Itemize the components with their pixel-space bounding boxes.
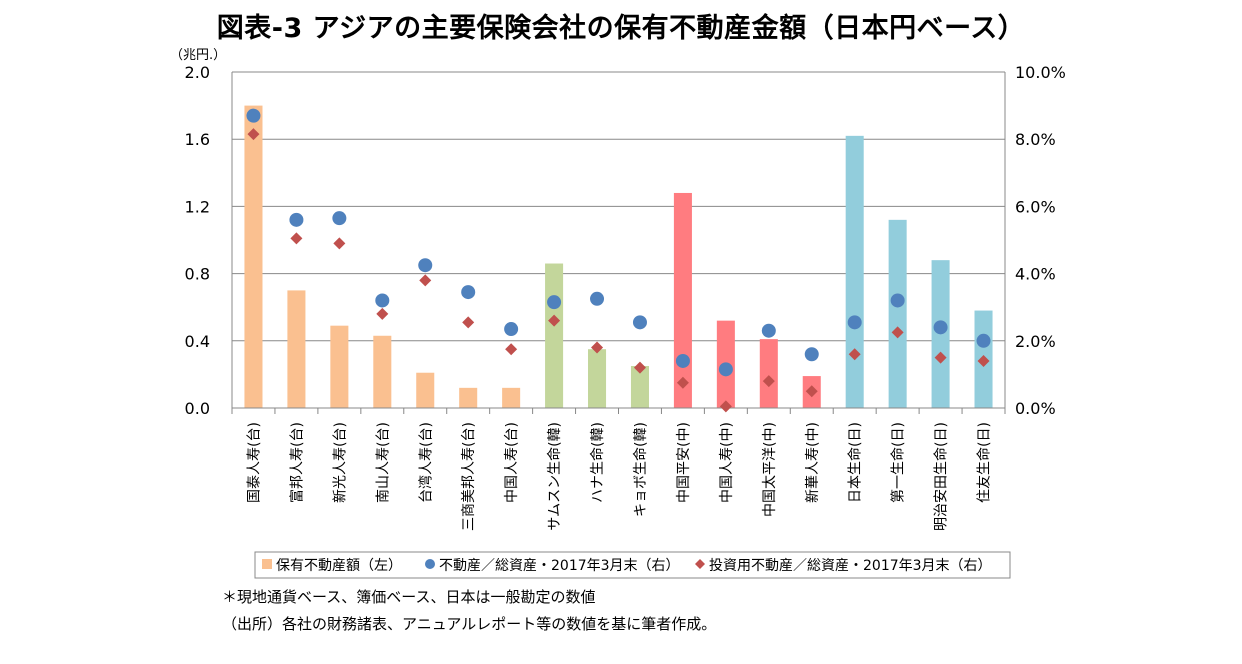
legend-diamond-swatch	[695, 559, 705, 569]
chart-title: 図表-3 アジアの主要保険会社の保有不動産金額（日本円ベース）	[216, 13, 1026, 44]
x-category-label: 住友生命(日)	[976, 422, 993, 503]
x-category-label: 富邦人寿(台)	[288, 422, 305, 503]
legend-circle-swatch	[425, 559, 435, 569]
circle-point	[504, 322, 519, 337]
legend-bar-swatch	[262, 559, 272, 569]
bar	[888, 219, 907, 408]
legend-label: 不動産／総資産・2017年3月末（右）	[439, 558, 680, 574]
bar	[630, 366, 649, 408]
y-right-tick-label: 10.0%	[1015, 63, 1066, 82]
diamond-point	[633, 361, 646, 374]
bar	[502, 387, 521, 408]
circle-point	[332, 211, 347, 226]
diamond-point	[548, 314, 561, 327]
circle-point	[418, 258, 433, 273]
x-category-label: 新華人寿(中)	[804, 422, 821, 503]
x-category-label: 中国人寿(中)	[718, 422, 735, 503]
bar	[373, 335, 392, 408]
circle-point	[547, 295, 562, 310]
circle-point	[761, 323, 776, 338]
circle-point	[590, 291, 605, 306]
diamond-point	[719, 400, 732, 413]
y-right-tick-label: 4.0%	[1015, 265, 1056, 284]
circle-point	[933, 320, 948, 335]
x-category-label: 南山人寿(台)	[374, 422, 391, 503]
y-left-tick-label: 0.0	[185, 399, 210, 418]
bar	[459, 387, 478, 408]
y-left-tick-label: 0.4	[185, 332, 210, 351]
diamond-point	[591, 341, 604, 354]
chart-svg: 0.0 0.4 0.8 1.2 1.6 2.0 0.0% 2.0% 4.0% 6.0% 8.0% 10…	[170, 48, 1066, 579]
x-category-label: サムスン生命(韓)	[546, 422, 563, 531]
bar	[588, 349, 607, 408]
circle-point	[804, 347, 819, 362]
x-category-label: 台湾人寿(台)	[417, 422, 434, 503]
circle-point	[289, 212, 304, 227]
circle-point	[976, 333, 991, 348]
legend-box	[254, 551, 1011, 579]
diamond-point	[848, 348, 861, 361]
y-left-tick-label: 1.6	[185, 130, 210, 149]
diamond-point	[891, 326, 904, 339]
y-right-tick-label: 0.0%	[1015, 399, 1056, 418]
diamond-point	[934, 351, 947, 364]
x-category-label: 日本生命(日)	[847, 422, 864, 503]
circle-point	[718, 362, 733, 377]
bar	[416, 372, 435, 408]
diamond-point	[290, 232, 303, 245]
x-category-label: 中国平安(中)	[676, 422, 692, 503]
diamond-point	[462, 316, 475, 329]
bar	[244, 105, 263, 408]
y-left-tick-label: 2.0	[185, 63, 210, 82]
diamond-point	[419, 274, 432, 287]
x-category-label: キョボ生命(韓)	[632, 422, 649, 517]
bar	[330, 325, 349, 408]
diamond-point	[762, 375, 775, 388]
y-left-tick-label: 1.2	[185, 197, 210, 216]
x-category-label: ハナ生命(韓)	[589, 422, 606, 503]
x-category-label: 国泰人寿(台)	[245, 422, 262, 503]
legend-label: 投資用不動産／総資産・2017年3月末（右）	[709, 558, 992, 574]
x-category-label: 明治安田生命(日)	[933, 422, 950, 531]
diamond-point	[805, 385, 818, 398]
diamond-point	[676, 376, 689, 389]
circle-point	[675, 353, 690, 368]
diamond-point	[333, 237, 346, 250]
x-category-label: 第一生命(日)	[890, 422, 907, 503]
x-category-label: 三商美邦人寿(台)	[460, 422, 477, 531]
bar	[845, 135, 864, 408]
y-right-tick-label: 6.0%	[1015, 197, 1056, 216]
legend-label: 保有不動産額（左）	[276, 558, 402, 574]
circle-point	[847, 315, 862, 330]
footnote: ＊現地通貨ベース、簿価ベース、日本は一般勘定の数値	[222, 588, 596, 606]
diamond-point	[977, 354, 990, 367]
source-note: （出所）各社の財務諸表、アニュアルレポート等の数値を基に筆者作成。	[222, 615, 717, 633]
diamond-point	[376, 307, 389, 320]
circle-point	[632, 315, 647, 330]
bar	[673, 192, 692, 408]
x-category-label: 新光人寿(台)	[331, 422, 348, 503]
circle-point	[246, 108, 261, 123]
bar	[545, 263, 564, 408]
diamond-point	[505, 343, 518, 356]
x-category-label: 中国太平洋(中)	[762, 422, 778, 517]
y-right-tick-label: 8.0%	[1015, 130, 1056, 149]
circle-point	[461, 285, 476, 300]
y-left-tick-label: 0.8	[185, 265, 210, 284]
x-category-label: 中国人寿(台)	[503, 422, 520, 503]
bar	[287, 290, 306, 408]
y-right-tick-label: 2.0%	[1015, 332, 1056, 351]
y-left-unit-label: （兆円.）	[170, 48, 226, 63]
circle-point	[890, 293, 905, 308]
circle-point	[375, 293, 390, 308]
bar	[759, 339, 778, 408]
diamond-point	[247, 128, 260, 141]
